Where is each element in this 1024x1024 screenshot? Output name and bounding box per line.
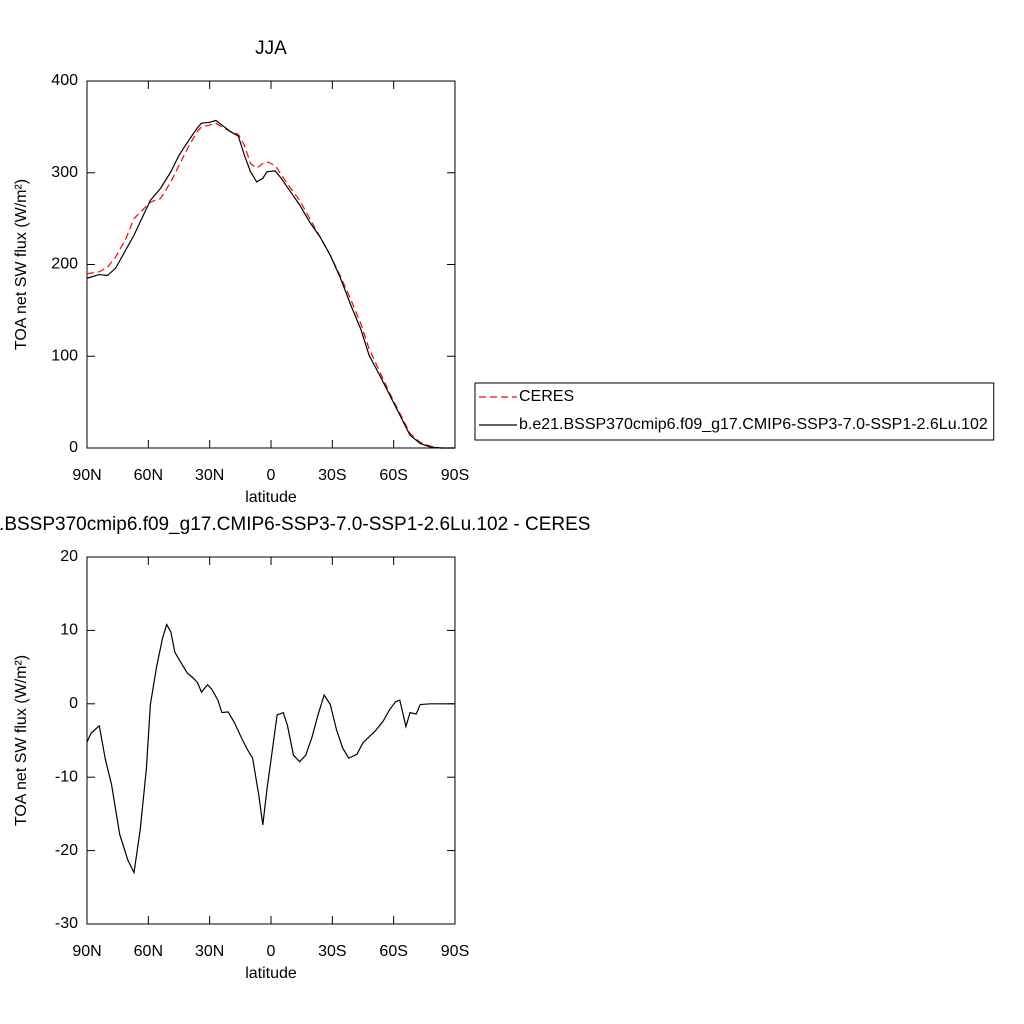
y-tick-label: -10: [55, 768, 78, 785]
data-line: [86, 122, 455, 449]
legend-label: b.e21.BSSP370cmip6.f09_g17.CMIP6-SSP3-7.…: [519, 416, 988, 433]
data-line: [86, 623, 455, 875]
y-tick-label: 20: [60, 548, 78, 565]
x-tick-label: 90S: [441, 943, 469, 960]
chart-title: b.e21.BSSP370cmip6.f09_g17.CMIP6-SSP3-7.…: [0, 514, 590, 535]
x-tick-label: 30N: [195, 467, 224, 484]
x-tick-label: 30S: [318, 467, 346, 484]
plot: JJA 0 100 200 300 400 90N 60N 30N 0 30S 60S 90S latit…: [13, 38, 995, 506]
x-tick-label: 60N: [134, 467, 163, 484]
x-tick-label: 30S: [318, 943, 346, 960]
plot-frame: [86, 556, 456, 925]
chart-title: JJA: [255, 38, 287, 59]
x-axis-label: latitude: [245, 489, 297, 506]
x-tick-label: 90N: [72, 943, 101, 960]
y-tick-label: 300: [51, 164, 78, 181]
legend-label: CERES: [519, 388, 574, 405]
x-axis-label: latitude: [245, 965, 297, 982]
x-tick-label: 60N: [134, 943, 163, 960]
y-tick-label: 0: [69, 695, 78, 712]
data-line: [86, 119, 455, 449]
y-tick-label: 10: [60, 622, 78, 639]
x-tick-label: 60S: [379, 467, 407, 484]
x-tick-label: 60S: [379, 943, 407, 960]
x-tick-label: 0: [267, 467, 276, 484]
y-tick-label: -20: [55, 842, 78, 859]
plot: b.e21.BSSP370cmip6.f09_g17.CMIP6-SSP3-7.…: [0, 514, 590, 982]
y-tick-label: 0: [69, 439, 78, 456]
legend: CERES b.e21.BSSP370cmip6.f09_g17.CMIP6-SS…: [474, 382, 995, 441]
x-tick-label: 30N: [195, 943, 224, 960]
legend-box: [474, 382, 995, 441]
y-tick-label: 400: [51, 72, 78, 89]
x-tick-label: 90S: [441, 467, 469, 484]
x-tick-label: 90N: [72, 467, 101, 484]
y-axis-label: TOA net SW flux (W/m²): [13, 179, 30, 350]
x-tick-label: 0: [267, 943, 276, 960]
y-tick-label: 200: [51, 256, 78, 273]
plot-frame: [86, 80, 456, 449]
y-axis-label: TOA net SW flux (W/m²): [13, 655, 30, 826]
y-tick-label: 100: [51, 347, 78, 364]
y-tick-label: -30: [55, 915, 78, 932]
